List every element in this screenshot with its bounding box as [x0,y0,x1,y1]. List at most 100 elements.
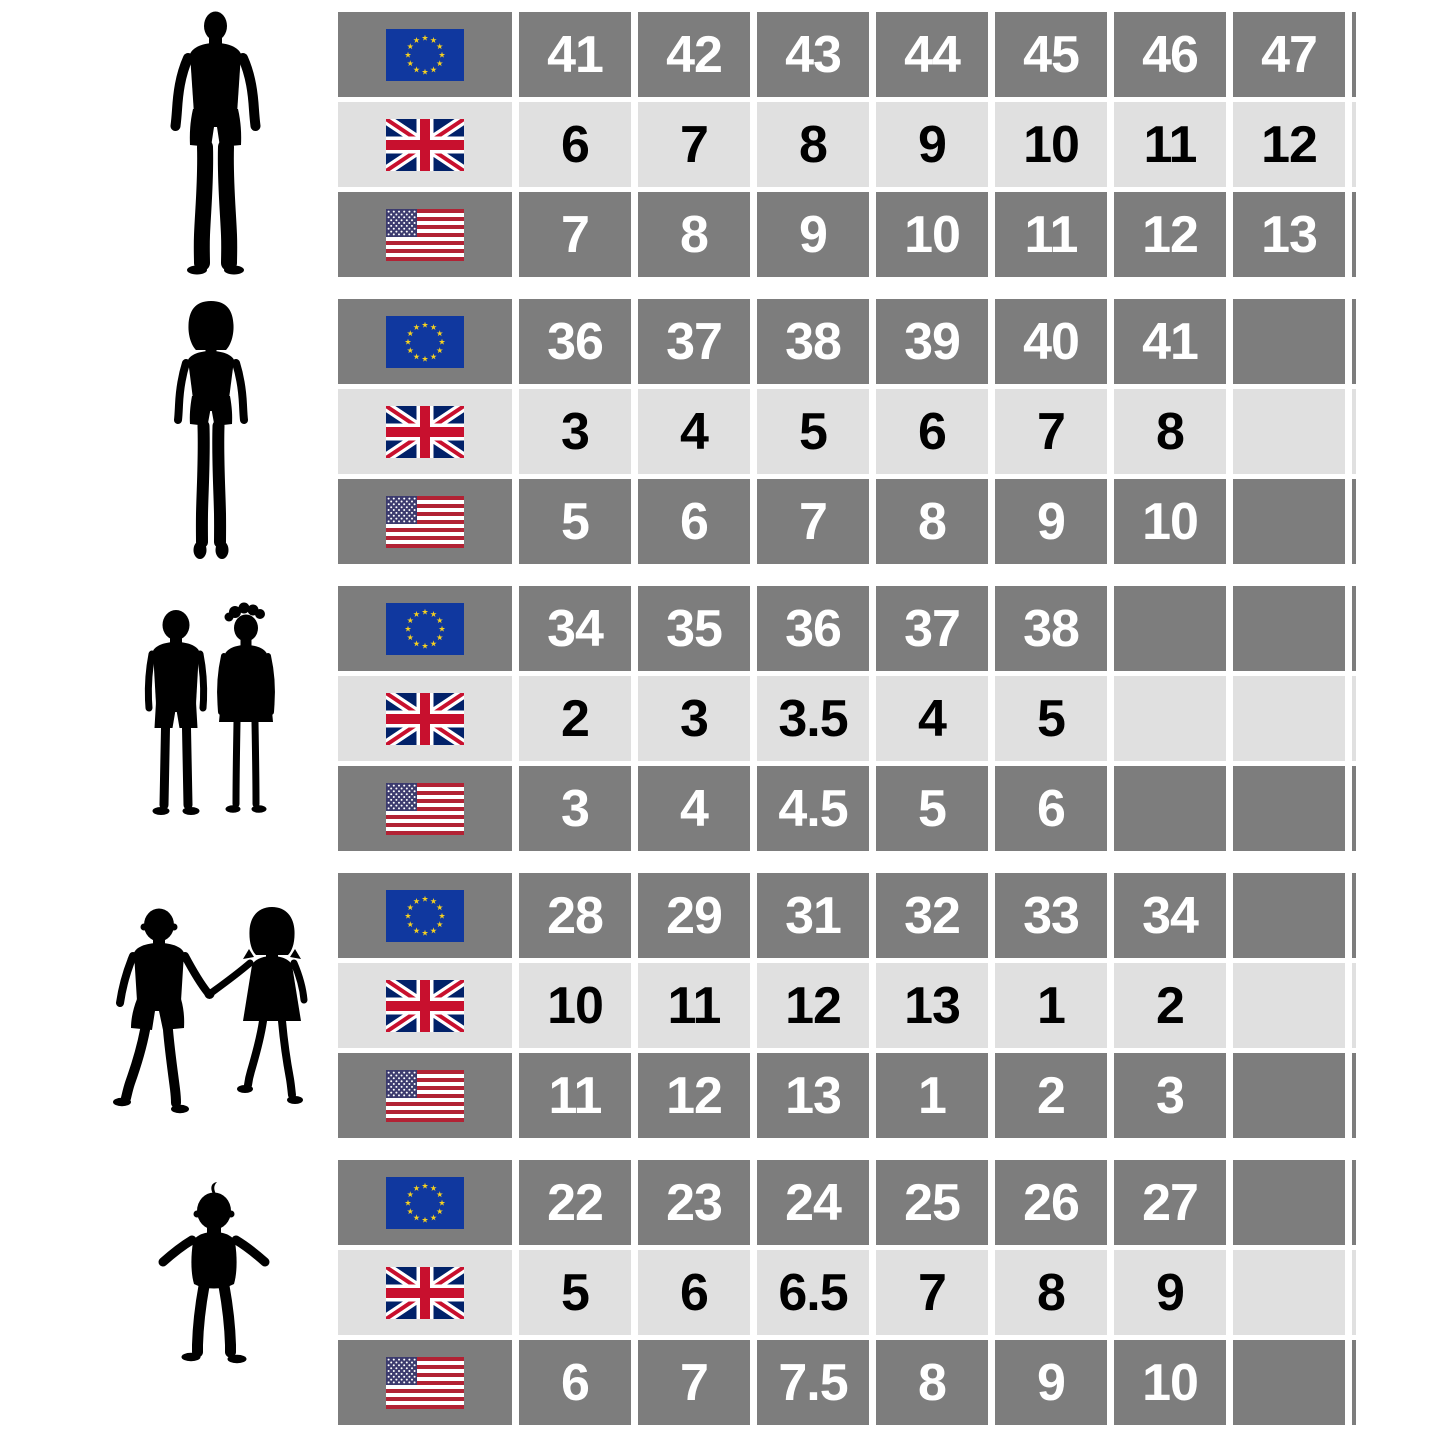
us-flag-icon [386,495,464,548]
size-cell: 4.5 [757,766,869,851]
size-cell: 41 [519,12,631,97]
size-cell: 32 [876,873,988,958]
us-flag-icon [386,208,464,261]
empty-size-cell [1233,1340,1345,1425]
table-edge-sliver [1352,389,1356,474]
us-flag-icon [386,1356,464,1409]
size-cell: 6 [638,479,750,564]
empty-size-cell [1233,586,1345,671]
empty-size-cell [1233,1053,1345,1138]
size-cell: 10 [995,102,1107,187]
uk-flag-icon [386,979,464,1032]
eu-flag-icon [386,28,464,81]
size-cell: 33 [995,873,1107,958]
size-cell: 7.5 [757,1340,869,1425]
size-cell: 13 [1233,192,1345,277]
size-cell: 2 [1114,963,1226,1048]
table-edge-sliver [1352,1160,1356,1245]
table-edge-sliver [1352,766,1356,851]
size-cell: 5 [519,1250,631,1335]
size-cell: 8 [995,1250,1107,1335]
uk-flag-icon [386,405,464,458]
empty-size-cell [1233,479,1345,564]
size-cell: 37 [638,299,750,384]
table-edge-sliver [1352,1250,1356,1335]
size-cell: 34 [1114,873,1226,958]
size-cell: 9 [876,102,988,187]
size-cell: 8 [876,1340,988,1425]
size-cell: 45 [995,12,1107,97]
size-cell: 38 [757,299,869,384]
eu-flag-cell [338,299,512,384]
size-cell: 13 [876,963,988,1048]
size-cell: 39 [876,299,988,384]
size-cell: 2 [995,1053,1107,1138]
size-cell: 40 [995,299,1107,384]
young-children-size-table: 28 29 31 32 33 34 10 11 12 13 1 2 11 12 13 1 2 3 [338,873,1356,1138]
us-flag-icon [386,782,464,835]
size-cell: 10 [519,963,631,1048]
eu-flag-cell [338,586,512,671]
size-cell: 6 [638,1250,750,1335]
size-cell: 6 [519,1340,631,1425]
size-cell: 6 [876,389,988,474]
empty-size-cell [1114,766,1226,851]
size-cell: 6 [519,102,631,187]
table-edge-sliver [1352,299,1356,384]
size-cell: 9 [995,479,1107,564]
empty-size-cell [1233,389,1345,474]
size-cell: 6 [995,766,1107,851]
size-cell: 5 [995,676,1107,761]
size-cell: 36 [757,586,869,671]
size-cell: 12 [1233,102,1345,187]
uk-flag-icon [386,692,464,745]
size-cell: 29 [638,873,750,958]
children-silhouette-icon [138,602,288,845]
us-flag-icon [386,1069,464,1122]
size-cell: 46 [1114,12,1226,97]
size-cell: 6.5 [757,1250,869,1335]
uk-flag-icon [386,1266,464,1319]
size-cell: 42 [638,12,750,97]
us-flag-cell [338,1053,512,1138]
us-flag-cell [338,1340,512,1425]
size-cell: 23 [638,1160,750,1245]
table-edge-sliver [1352,676,1356,761]
size-cell: 36 [519,299,631,384]
eu-flag-icon [386,1176,464,1229]
size-cell: 3 [638,676,750,761]
size-cell: 1 [876,1053,988,1138]
size-cell: 31 [757,873,869,958]
size-cell: 11 [995,192,1107,277]
size-cell: 27 [1114,1160,1226,1245]
eu-flag-cell [338,12,512,97]
size-cell: 8 [1114,389,1226,474]
empty-size-cell [1233,676,1345,761]
size-cell: 8 [638,192,750,277]
table-edge-sliver [1352,1340,1356,1425]
size-cell: 7 [757,479,869,564]
size-cell: 8 [876,479,988,564]
empty-size-cell [1233,963,1345,1048]
size-cell: 28 [519,873,631,958]
size-cell: 12 [638,1053,750,1138]
size-cell: 3 [519,389,631,474]
size-cell: 35 [638,586,750,671]
size-cell: 34 [519,586,631,671]
size-cell: 7 [876,1250,988,1335]
size-cell: 25 [876,1160,988,1245]
size-cell: 8 [757,102,869,187]
uk-flag-cell [338,676,512,761]
size-cell: 41 [1114,299,1226,384]
size-cell: 4 [876,676,988,761]
empty-size-cell [1233,766,1345,851]
eu-flag-icon [386,889,464,942]
eu-flag-icon [386,315,464,368]
size-cell: 12 [757,963,869,1048]
size-cell: 44 [876,12,988,97]
children-size-table: 34 35 36 37 38 2 3 3.5 4 5 3 4 4.5 5 6 [338,586,1356,851]
size-cell: 38 [995,586,1107,671]
size-cell: 5 [519,479,631,564]
table-edge-sliver [1352,1053,1356,1138]
